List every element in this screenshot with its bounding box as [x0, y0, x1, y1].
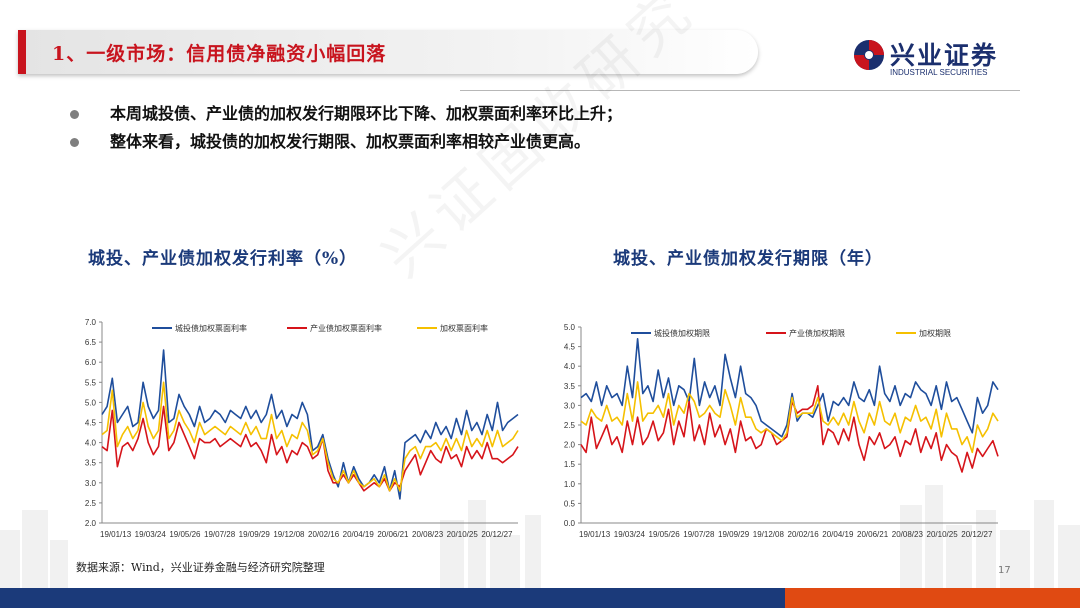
x-tick-label: 20/10/25 [927, 530, 959, 539]
y-tick-label: 3.0 [564, 401, 576, 410]
x-tick-label: 20/04/19 [343, 530, 375, 539]
chart-title-rate: 城投、产业债加权发行利率（%） [88, 249, 358, 269]
bullet-list: 本周城投债、产业债的加权发行期限环比下降、加权票面利率环比上升； 整体来看，城投… [70, 100, 890, 156]
x-tick-label: 19/12/08 [753, 530, 785, 539]
footer-band-red [785, 588, 1080, 608]
x-tick-label: 20/04/19 [822, 530, 854, 539]
x-tick-label: 20/08/23 [412, 530, 444, 539]
y-tick-label: 6.5 [85, 338, 97, 347]
x-tick-label: 20/02/16 [788, 530, 820, 539]
y-tick-label: 2.5 [564, 421, 576, 430]
y-tick-label: 4.0 [85, 439, 97, 448]
legend-label: 产业债加权期限 [789, 328, 845, 338]
x-tick-label: 19/12/08 [273, 530, 305, 539]
y-tick-label: 1.0 [564, 480, 576, 489]
x-tick-label: 19/07/28 [204, 530, 236, 539]
header-divider [460, 90, 1020, 91]
series-line-2 [101, 405, 519, 492]
chart-issuance-term: 0.0 0.5 1.0 1.5 2.0 2.5 3.0 3.5 4.0 4.5 5.0 19/01/1… [564, 323, 999, 539]
x-tick-label: 19/01/13 [579, 530, 611, 539]
x-tick-label: 19/09/29 [239, 530, 271, 539]
y-tick-label: 5.0 [85, 398, 97, 407]
x-tick-label: 19/07/28 [683, 530, 715, 539]
y-tick-label: 2.5 [85, 499, 97, 508]
y-tick-label: 0.5 [564, 499, 576, 508]
y-tick-label: 2.0 [564, 441, 576, 450]
logo-text-cn: 兴业证券 [890, 41, 999, 70]
x-tick-label: 19/09/29 [718, 530, 750, 539]
legend-label: 加权期限 [919, 328, 951, 338]
logo-emblem-icon [854, 40, 884, 70]
y-tick-label: 3.5 [85, 459, 97, 468]
y-tick-label: 3.0 [85, 479, 97, 488]
footer-band-blue [0, 588, 785, 608]
x-tick-label: 20/06/21 [377, 530, 409, 539]
x-tick-label: 19/05/26 [649, 530, 681, 539]
y-tick-label: 7.0 [85, 318, 97, 327]
bullet-dot-icon [70, 138, 79, 147]
series-line-3 [101, 381, 519, 492]
x-tick-label: 20/12/27 [961, 530, 993, 539]
x-tick-label: 20/12/27 [481, 530, 513, 539]
y-tick-label: 0.0 [564, 519, 576, 528]
x-tick-label: 20/06/21 [857, 530, 889, 539]
y-tick-label: 6.0 [85, 358, 97, 367]
company-logo: 兴业证券 INDUSTRIAL SECURITIES [852, 36, 1032, 84]
x-tick-label: 19/03/24 [614, 530, 646, 539]
x-tick-label: 19/01/13 [100, 530, 132, 539]
chart-issuance-rate: 2.0 2.5 3.0 3.5 4.0 4.5 5.0 5.5 6.0 6.5 7.0 19/01/1… [85, 318, 519, 539]
x-tick-label: 19/03/24 [135, 530, 167, 539]
bullet-text: 本周城投债、产业债的加权发行期限环比下降、加权票面利率环比上升； [110, 104, 623, 123]
legend-label: 加权票面利率 [440, 323, 488, 333]
bullet-item: 整体来看，城投债的加权发行期限、加权票面利率相较产业债更高。 [70, 128, 890, 156]
bullet-item: 本周城投债、产业债的加权发行期限环比下降、加权票面利率环比上升； [70, 100, 890, 128]
page-number: 17 [998, 565, 1011, 576]
x-tick-label: 20/02/16 [308, 530, 340, 539]
y-tick-label: 4.0 [564, 362, 576, 371]
logo-text-en: INDUSTRIAL SECURITIES [890, 68, 988, 77]
series-line-1 [101, 349, 519, 500]
chart-title-term: 城投、产业债加权发行期限（年） [613, 249, 883, 269]
y-tick-label: 1.5 [564, 460, 576, 469]
y-tick-label: 2.0 [85, 519, 97, 528]
bullet-text: 整体来看，城投债的加权发行期限、加权票面利率相较产业债更高。 [110, 132, 591, 151]
legend-label: 城投债加权期限 [654, 328, 710, 338]
page-title: 1、一级市场：信用债净融资小幅回落 [52, 43, 387, 65]
y-tick-label: 4.5 [564, 343, 576, 352]
bullet-dot-icon [70, 110, 79, 119]
y-tick-label: 3.5 [564, 382, 576, 391]
series-line-2 [580, 385, 999, 473]
y-tick-label: 5.5 [85, 378, 97, 387]
y-tick-label: 5.0 [564, 323, 576, 332]
y-tick-label: 4.5 [85, 419, 97, 428]
legend-label: 产业债加权票面利率 [310, 323, 382, 333]
series-line-3 [580, 381, 999, 454]
series-line-1 [580, 337, 999, 438]
x-tick-label: 20/08/23 [892, 530, 924, 539]
legend-label: 城投债加权票面利率 [175, 323, 247, 333]
title-accent-bar [18, 30, 26, 74]
x-tick-label: 20/10/25 [447, 530, 479, 539]
data-source-note: 数据来源：Wind，兴业证券金融与经济研究院整理 [76, 561, 325, 574]
x-tick-label: 19/05/26 [169, 530, 201, 539]
title-bar: 1、一级市场：信用债净融资小幅回落 [18, 30, 758, 74]
